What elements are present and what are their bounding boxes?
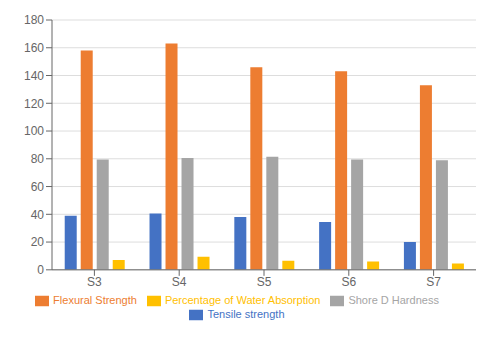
svg-text:60: 60 bbox=[31, 180, 45, 194]
html-text:Tensile strength: Tensile strength bbox=[207, 307, 285, 320]
svg-text:120: 120 bbox=[24, 97, 44, 111]
svg-text:0: 0 bbox=[37, 263, 44, 277]
svg-text:160: 160 bbox=[24, 41, 44, 55]
svg-text:140: 140 bbox=[24, 69, 44, 83]
html-text:Shore D Hardness: Shore D Hardness bbox=[348, 293, 439, 306]
svg-text:20: 20 bbox=[31, 235, 45, 249]
html-text:Flexural Strength: Flexural Strength bbox=[53, 293, 137, 306]
svg-text:S6: S6 bbox=[341, 275, 356, 289]
svg-text:S7: S7 bbox=[426, 275, 441, 289]
html-text:Percentage of Water Absorption: Percentage of Water Absorption bbox=[164, 293, 321, 306]
svg-text:100: 100 bbox=[24, 124, 44, 138]
svg-text:S3: S3 bbox=[87, 275, 102, 289]
svg-text:S5: S5 bbox=[257, 275, 272, 289]
svg-text:180: 180 bbox=[24, 13, 44, 27]
svg-text:40: 40 bbox=[31, 208, 45, 222]
svg-text:80: 80 bbox=[31, 152, 45, 166]
svg-text:S4: S4 bbox=[172, 275, 187, 289]
